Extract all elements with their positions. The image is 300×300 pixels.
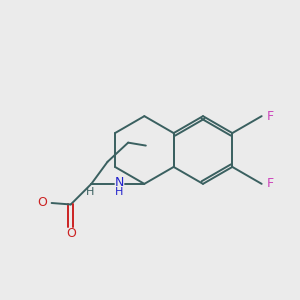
Text: O: O bbox=[66, 226, 76, 239]
Text: H: H bbox=[115, 187, 124, 197]
Text: F: F bbox=[267, 177, 274, 190]
Text: N: N bbox=[115, 176, 124, 189]
Text: H: H bbox=[86, 187, 94, 197]
Text: F: F bbox=[267, 110, 274, 123]
Text: O: O bbox=[37, 196, 47, 209]
